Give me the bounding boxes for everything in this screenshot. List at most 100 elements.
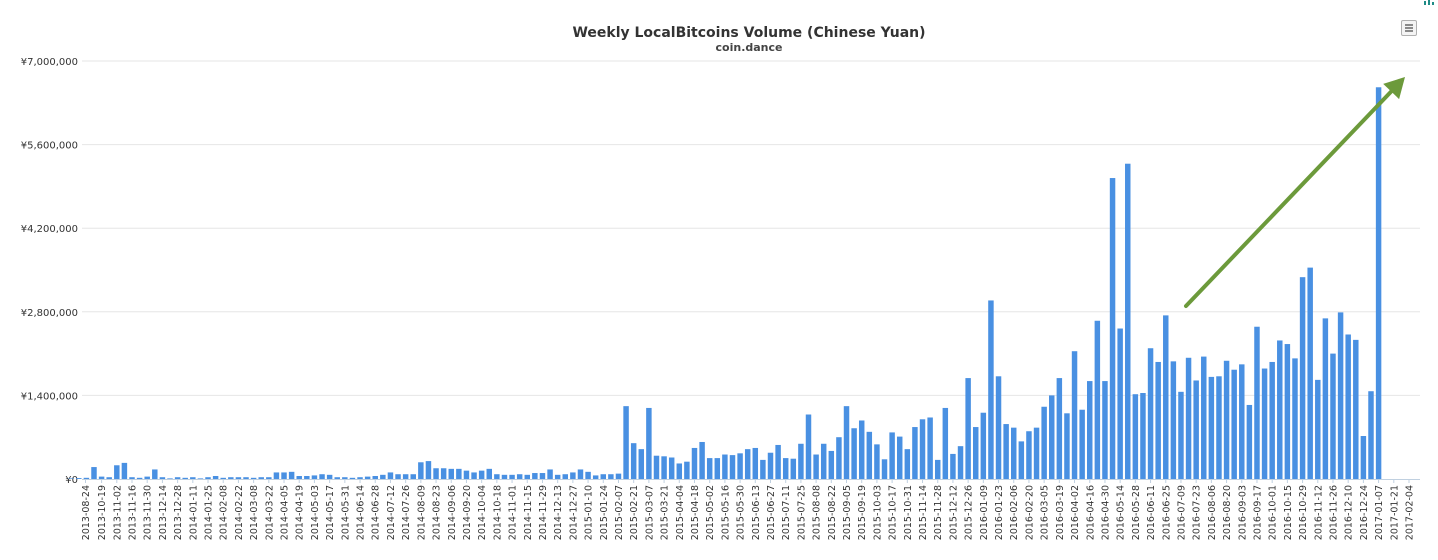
bar[interactable] bbox=[638, 449, 645, 479]
bar[interactable] bbox=[904, 449, 911, 479]
bar[interactable] bbox=[76, 478, 82, 479]
bar[interactable] bbox=[83, 477, 90, 479]
bar[interactable] bbox=[866, 431, 873, 479]
bar[interactable] bbox=[585, 471, 591, 479]
bar[interactable] bbox=[174, 477, 181, 479]
bar[interactable] bbox=[942, 407, 949, 479]
bar[interactable] bbox=[851, 428, 857, 479]
bar[interactable] bbox=[1049, 395, 1055, 479]
bar[interactable] bbox=[1087, 381, 1093, 479]
bar[interactable] bbox=[152, 469, 158, 479]
bar[interactable] bbox=[509, 474, 515, 479]
bar[interactable] bbox=[425, 461, 432, 479]
bar[interactable] bbox=[304, 476, 310, 479]
bar[interactable] bbox=[532, 473, 538, 479]
bar[interactable] bbox=[1261, 368, 1268, 479]
bar[interactable] bbox=[182, 477, 188, 479]
bar[interactable] bbox=[342, 477, 348, 479]
bar[interactable] bbox=[311, 475, 318, 479]
bar[interactable] bbox=[357, 477, 363, 479]
bar[interactable] bbox=[782, 458, 789, 479]
bar[interactable] bbox=[486, 468, 492, 479]
bar[interactable] bbox=[273, 472, 280, 479]
bar[interactable] bbox=[349, 477, 356, 479]
bar[interactable] bbox=[1140, 393, 1146, 479]
bar[interactable] bbox=[288, 471, 295, 479]
bar[interactable] bbox=[706, 458, 713, 479]
bar[interactable] bbox=[1170, 361, 1177, 479]
bar[interactable] bbox=[912, 427, 918, 479]
bar[interactable] bbox=[1322, 318, 1329, 479]
bar[interactable] bbox=[319, 474, 325, 479]
bar[interactable] bbox=[212, 476, 219, 479]
bar[interactable] bbox=[159, 477, 166, 479]
bar[interactable] bbox=[296, 476, 302, 479]
bar[interactable] bbox=[1163, 315, 1169, 479]
bar[interactable] bbox=[988, 300, 994, 479]
bar[interactable] bbox=[1239, 364, 1245, 479]
bar[interactable] bbox=[1292, 358, 1298, 479]
bar[interactable] bbox=[1125, 163, 1131, 479]
bar[interactable] bbox=[516, 474, 523, 479]
bar[interactable] bbox=[919, 419, 926, 479]
bar[interactable] bbox=[326, 474, 333, 479]
bar[interactable] bbox=[934, 459, 941, 479]
bar[interactable] bbox=[1079, 409, 1085, 479]
bar[interactable] bbox=[1277, 340, 1283, 479]
bar[interactable] bbox=[722, 454, 728, 479]
bar[interactable] bbox=[1201, 356, 1207, 479]
bar[interactable] bbox=[433, 468, 439, 479]
bar[interactable] bbox=[896, 436, 903, 479]
bar[interactable] bbox=[646, 407, 652, 479]
bar[interactable] bbox=[1353, 339, 1359, 479]
bar[interactable] bbox=[653, 455, 660, 479]
bar[interactable] bbox=[1231, 369, 1237, 479]
bar[interactable] bbox=[668, 457, 675, 480]
bar[interactable] bbox=[957, 446, 964, 479]
bar[interactable] bbox=[760, 459, 766, 479]
bar[interactable] bbox=[1375, 87, 1382, 480]
bar[interactable] bbox=[1269, 361, 1275, 479]
bar[interactable] bbox=[1337, 312, 1344, 479]
bar[interactable] bbox=[600, 474, 607, 479]
bar[interactable] bbox=[889, 432, 895, 479]
bar[interactable] bbox=[547, 469, 553, 479]
bar[interactable] bbox=[380, 474, 386, 479]
bar[interactable] bbox=[1071, 351, 1078, 479]
bar[interactable] bbox=[1155, 361, 1161, 479]
bar[interactable] bbox=[220, 477, 226, 479]
bar[interactable] bbox=[995, 376, 1002, 479]
bar[interactable] bbox=[1003, 424, 1009, 479]
bar[interactable] bbox=[91, 467, 97, 479]
bar[interactable] bbox=[205, 477, 211, 479]
bar[interactable] bbox=[592, 475, 599, 479]
bar[interactable] bbox=[1246, 404, 1253, 479]
bar[interactable] bbox=[744, 449, 751, 479]
bar[interactable] bbox=[1360, 436, 1367, 479]
bar[interactable] bbox=[729, 455, 736, 479]
bar[interactable] bbox=[775, 444, 781, 479]
bar[interactable] bbox=[372, 476, 378, 479]
chart-menu-button[interactable] bbox=[1401, 20, 1417, 36]
bar[interactable] bbox=[1109, 178, 1116, 480]
bar[interactable] bbox=[250, 477, 257, 479]
bar[interactable] bbox=[699, 441, 705, 479]
bar[interactable] bbox=[410, 474, 416, 479]
bar[interactable] bbox=[843, 406, 850, 479]
bar[interactable] bbox=[813, 454, 819, 479]
bar[interactable] bbox=[228, 477, 234, 479]
bar[interactable] bbox=[965, 378, 971, 479]
bar[interactable] bbox=[266, 477, 272, 479]
bar[interactable] bbox=[615, 473, 622, 479]
bar[interactable] bbox=[881, 459, 888, 479]
bar[interactable] bbox=[623, 406, 629, 479]
bar[interactable] bbox=[1307, 267, 1313, 479]
bar[interactable] bbox=[1254, 326, 1260, 479]
bar[interactable] bbox=[364, 476, 371, 479]
bar[interactable] bbox=[858, 420, 865, 479]
bar[interactable] bbox=[691, 447, 698, 479]
bar[interactable] bbox=[790, 458, 797, 479]
bar[interactable] bbox=[1193, 380, 1199, 479]
bar[interactable] bbox=[676, 463, 683, 479]
bar[interactable] bbox=[1011, 427, 1017, 479]
